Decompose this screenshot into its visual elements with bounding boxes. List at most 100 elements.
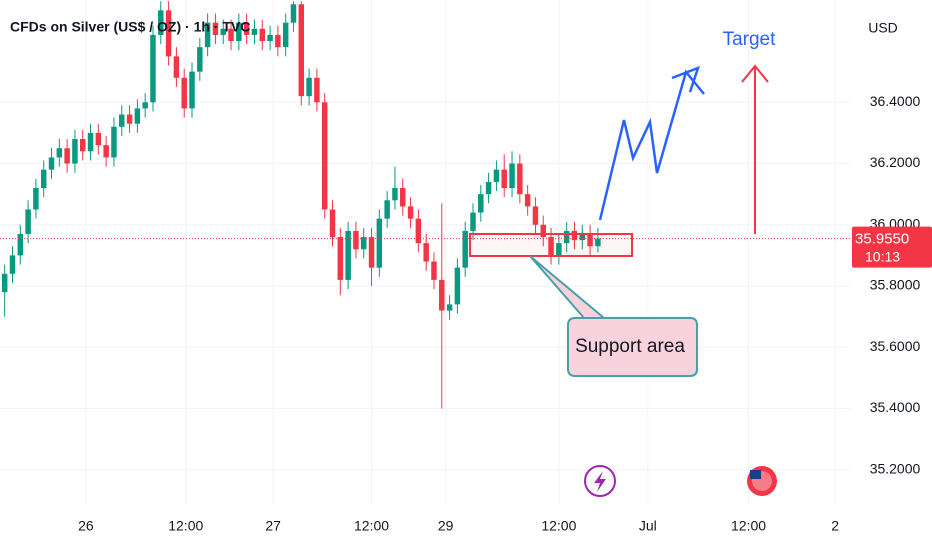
candle-body [126, 114, 133, 124]
candle-body [103, 145, 109, 158]
x-tick-label: 27 [265, 518, 281, 534]
candle-body [548, 237, 554, 256]
x-tick-label: 2 [831, 518, 839, 534]
candle-body [563, 230, 570, 244]
x-tick-label: Jul [639, 518, 657, 534]
candle-body [579, 233, 586, 241]
callout [529, 255, 698, 377]
candle-body [454, 267, 461, 305]
candle-body [150, 34, 156, 103]
candle-body [259, 28, 265, 42]
candle-body [423, 243, 429, 262]
candle-body [173, 56, 180, 78]
candle-body [314, 77, 320, 103]
candle-body [368, 237, 375, 268]
projection-arrowhead [671, 65, 701, 93]
candle-body [17, 233, 24, 256]
x-tick-label: 12:00 [354, 518, 389, 534]
candle-body [80, 139, 86, 152]
candle-body [56, 148, 63, 158]
candle-body [556, 243, 562, 256]
support-label: Support area [575, 336, 685, 357]
x-tick-label: 12:00 [541, 518, 576, 534]
candle-body [345, 230, 351, 280]
target-label: Target [723, 29, 777, 50]
support-box [469, 233, 633, 257]
y-tick-label: 36.4000 [870, 93, 921, 109]
candle-body [119, 114, 125, 127]
price-label: 35.9550 [855, 231, 909, 248]
candle-body [134, 108, 141, 124]
candle-body [431, 261, 437, 280]
candle-body [415, 218, 422, 244]
candle-body [400, 188, 406, 207]
x-tick-label: 12:00 [168, 518, 203, 534]
candle-body [360, 237, 367, 250]
candle-body [407, 206, 414, 219]
candle-body [353, 230, 359, 250]
candle-body [321, 102, 328, 210]
candle-body [197, 47, 203, 72]
candle-body [25, 209, 31, 234]
candle-body [111, 126, 117, 158]
candle-body [337, 237, 344, 280]
candle-body [204, 22, 211, 48]
candle-body [306, 77, 312, 97]
candle-body [571, 230, 578, 241]
candle-body [64, 148, 70, 164]
axis-panel [850, 0, 932, 550]
candle-body [95, 132, 102, 146]
y-tick-label: 35.4000 [870, 399, 921, 415]
candle-body [9, 255, 16, 274]
flag-canton [750, 470, 761, 479]
x-tick-label: 29 [438, 518, 454, 534]
target-arrowhead [741, 64, 769, 83]
candle-body [48, 157, 55, 170]
y-tick-label: 35.6000 [870, 338, 921, 354]
countdown: 10:13 [865, 248, 900, 264]
candle-body [87, 132, 94, 152]
candle-body [142, 102, 148, 109]
candle-body [72, 139, 78, 164]
candle-body [236, 22, 242, 42]
candle-body [540, 224, 546, 238]
candle-body [517, 163, 523, 195]
y-tick-label: 35.2000 [870, 460, 921, 476]
candle-body [290, 4, 297, 23]
projection-path [598, 69, 705, 221]
candles [1, 1, 601, 409]
candle-body [478, 194, 484, 213]
price-badge [852, 226, 932, 268]
x-tick-label: 26 [78, 518, 94, 534]
candle-body [1, 273, 8, 293]
candle-body [228, 28, 234, 42]
candle-body [493, 169, 500, 182]
candle-body [181, 77, 187, 109]
candle-body [376, 218, 383, 268]
candle-body [595, 238, 601, 247]
candle-body [485, 181, 492, 195]
candle-body [158, 10, 164, 35]
candle-body [189, 71, 195, 109]
candle-body [392, 188, 398, 201]
candle-body [439, 279, 445, 311]
candle-body [40, 169, 47, 189]
y-tick-label: 36.2000 [870, 154, 921, 170]
candle-body [165, 10, 172, 57]
candle-body [329, 209, 336, 238]
lightning [594, 471, 606, 492]
candle-body [462, 230, 468, 268]
candle-body [282, 22, 289, 48]
currency: USD [868, 20, 898, 36]
candle-body [524, 194, 531, 207]
candle-body [509, 163, 515, 189]
candle-body [220, 28, 226, 35]
candle-body [532, 206, 539, 225]
candle-body [384, 200, 390, 219]
candle-body [470, 212, 476, 231]
candle-body [267, 34, 273, 42]
chart-title: CFDs on Silver (US$ / OZ) · 1h · TVC [10, 19, 250, 35]
candle-body [33, 188, 39, 210]
